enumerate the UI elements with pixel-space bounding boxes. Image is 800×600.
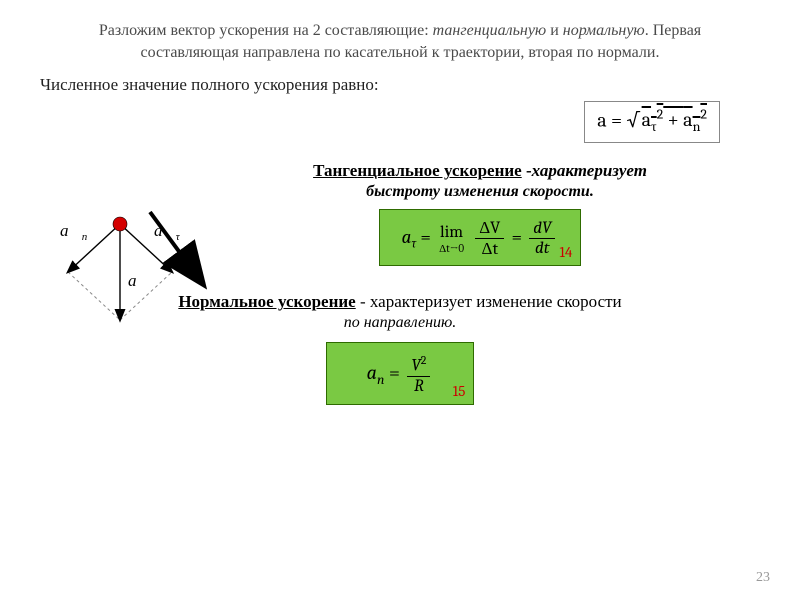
- diagram-svg: a⃗n a⃗τ a⃗: [50, 200, 210, 340]
- eq15-V: V: [411, 357, 420, 376]
- intro-norm-word: нормальную: [563, 22, 645, 39]
- eq14-eq2: =: [512, 226, 527, 248]
- radical-sign: √: [626, 108, 639, 131]
- label-an: a⃗n: [60, 221, 88, 243]
- formula-lhs: a =: [597, 108, 626, 131]
- intro-text-1: Разложим вектор ускорения на 2 составляю…: [99, 22, 433, 39]
- lim-bot: Δt→0: [439, 242, 464, 255]
- tangential-subtitle: быстроту изменения скорости.: [200, 183, 760, 201]
- eq14-eq1: =: [416, 226, 435, 248]
- eq14-row: aτ = lim Δt→0 ΔV Δt = dV dt 14: [200, 209, 760, 266]
- eq14-frac1: ΔV Δt: [475, 218, 504, 259]
- acceleration-vector-diagram: a⃗n a⃗τ a⃗: [50, 200, 210, 340]
- eq15-row: an = V2 R 15: [40, 342, 760, 405]
- formula-total-box: a = √aτ2 + an2: [584, 101, 720, 144]
- eq14-number: 14: [560, 243, 573, 261]
- tangential-title: Тангенциальное ускорение -характеризует: [200, 161, 760, 181]
- dash-1: [68, 272, 120, 320]
- tan-title-underline: Тангенциальное ускорение: [313, 161, 522, 180]
- particle-dot: [113, 217, 127, 231]
- eq14-dV2: dV: [529, 219, 555, 239]
- eq15-number: 15: [453, 382, 466, 400]
- radicand: aτ2 + an2: [640, 108, 707, 131]
- eq14-dt2: dt: [529, 239, 555, 258]
- total-accel-caption: Численное значение полного ускорения рав…: [40, 75, 760, 95]
- eq15-R: R: [407, 377, 430, 396]
- intro-text-2: и: [546, 22, 563, 39]
- eq14-frac2: dV dt: [529, 219, 555, 258]
- eq14-box: aτ = lim Δt→0 ΔV Δt = dV dt 14: [379, 209, 582, 266]
- label-a: a⃗: [128, 271, 150, 290]
- page-number: 23: [756, 570, 770, 586]
- eq15-a: a: [367, 361, 377, 384]
- eq15-num: V2: [407, 353, 430, 377]
- lim-top: lim: [439, 223, 464, 242]
- sq2: 2: [700, 106, 707, 123]
- a2: a: [683, 108, 692, 131]
- intro-tan-word: тангенциальную: [433, 22, 547, 39]
- eq15-eq: =: [384, 361, 404, 384]
- eq15-box: an = V2 R 15: [326, 342, 475, 405]
- eq14-dV: ΔV: [475, 218, 504, 239]
- eq15-sq: 2: [421, 353, 427, 367]
- formula-total-row: a = √aτ2 + an2: [40, 101, 720, 144]
- intro-paragraph: Разложим вектор ускорения на 2 составляю…: [60, 20, 740, 65]
- a1: a: [642, 108, 651, 131]
- eq15-frac: V2 R: [407, 353, 430, 396]
- plus: +: [663, 108, 683, 131]
- label-atau: a⃗τ: [154, 221, 181, 243]
- eq14-lim: lim Δt→0: [439, 223, 464, 255]
- eq14-dt: Δt: [475, 239, 504, 259]
- tan-title-end: характеризует: [532, 161, 647, 180]
- eq14-a: a: [402, 226, 412, 248]
- norm-title-rest: - характеризует изменение скорости: [356, 292, 622, 311]
